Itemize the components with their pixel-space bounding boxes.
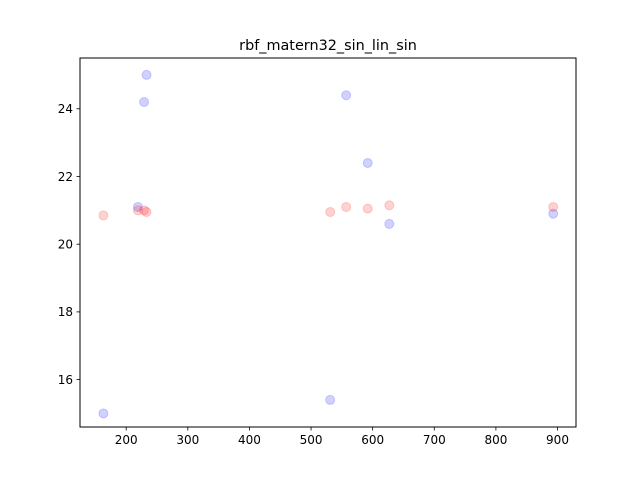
- scatter-point-series-1: [132, 205, 143, 216]
- scatter-point-series-1: [341, 201, 352, 212]
- scatter-point-series-0: [98, 408, 109, 419]
- x-tick-label: 300: [176, 433, 199, 447]
- scatter-point-series-1: [362, 203, 373, 214]
- y-tick-label: 20: [58, 237, 73, 251]
- x-tick-label: 200: [115, 433, 138, 447]
- y-tick-label: 16: [58, 373, 73, 387]
- x-tick-label: 800: [484, 433, 507, 447]
- scatter-point-series-0: [384, 218, 395, 229]
- scatter-point-series-1: [384, 200, 395, 211]
- scatter-point-series-0: [132, 201, 143, 212]
- y-tick-label: 22: [58, 170, 73, 184]
- data-points: [98, 69, 559, 419]
- scatter-point-series-0: [341, 90, 352, 101]
- scatter-point-series-0: [325, 394, 336, 405]
- x-tick-label: 400: [238, 433, 261, 447]
- scatter-point-series-1: [139, 205, 150, 216]
- scatter-point-series-1: [141, 207, 152, 218]
- scatter-point-series-0: [141, 69, 152, 80]
- x-axis: 200 300 400 500 600 700 800 900: [115, 427, 569, 447]
- scatter-point-series-1: [98, 210, 109, 221]
- scatter-point-series-1: [548, 201, 559, 212]
- scatter-point-series-0: [362, 157, 373, 168]
- scatter-point-series-0: [548, 208, 559, 219]
- chart-title: rbf_matern32_sin_lin_sin: [239, 38, 417, 54]
- scatter-point-series-0: [139, 97, 150, 108]
- y-tick-label: 18: [58, 305, 73, 319]
- plot-frame: [79, 57, 577, 428]
- y-axis: 16 18 20 22 24: [58, 102, 80, 387]
- x-tick-label: 700: [423, 433, 446, 447]
- y-tick-label: 24: [58, 102, 73, 116]
- x-tick-label: 900: [546, 433, 569, 447]
- scatter-point-series-1: [325, 207, 336, 218]
- x-tick-label: 500: [300, 433, 323, 447]
- x-tick-label: 600: [361, 433, 384, 447]
